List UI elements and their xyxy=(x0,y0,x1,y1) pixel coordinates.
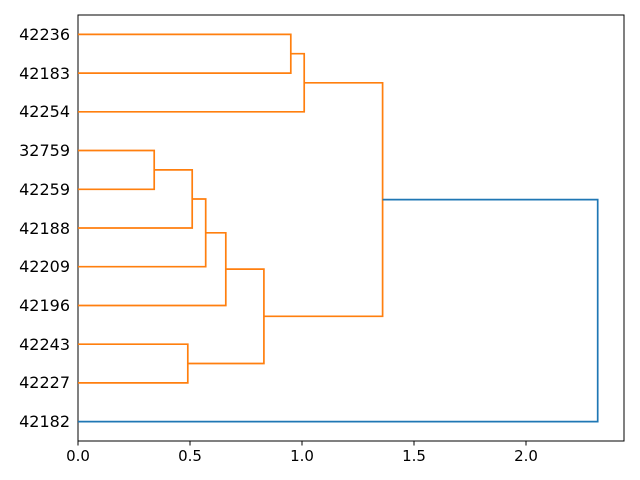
dendrogram-link xyxy=(78,149,156,191)
dendrogram-link xyxy=(78,343,189,384)
dendrogram-link xyxy=(78,52,306,113)
leaf-label-42209: 42209 xyxy=(19,257,70,277)
leaf-label-42227: 42227 xyxy=(19,373,70,393)
dendrogram-link xyxy=(78,169,194,229)
x-tick-label-1.5: 1.5 xyxy=(402,447,426,465)
dendrogram-link xyxy=(78,198,207,268)
x-tick-label-1.0: 1.0 xyxy=(290,447,314,465)
dendrogram-link xyxy=(78,33,292,74)
leaf-label-42196: 42196 xyxy=(19,295,70,315)
dendrogram-link xyxy=(263,81,384,318)
leaf-label-42254: 42254 xyxy=(19,102,70,122)
leaf-label-42259: 42259 xyxy=(19,179,70,199)
leaf-label-32759: 32759 xyxy=(19,141,70,161)
x-axis-ticks xyxy=(77,441,527,446)
x-tick-label-0.0: 0.0 xyxy=(66,447,90,465)
x-tick-label-0.5: 0.5 xyxy=(178,447,202,465)
leaf-label-42236: 42236 xyxy=(19,24,70,44)
dendrogram-link xyxy=(78,231,227,307)
x-tick-label-2.0: 2.0 xyxy=(514,447,538,465)
leaf-label-42182: 42182 xyxy=(19,412,70,432)
leaf-label-42188: 42188 xyxy=(19,218,70,238)
leaf-label-42243: 42243 xyxy=(19,334,70,354)
dendrogram-link xyxy=(78,198,599,423)
leaf-label-42183: 42183 xyxy=(19,63,70,83)
dendrogram-links xyxy=(78,33,599,423)
